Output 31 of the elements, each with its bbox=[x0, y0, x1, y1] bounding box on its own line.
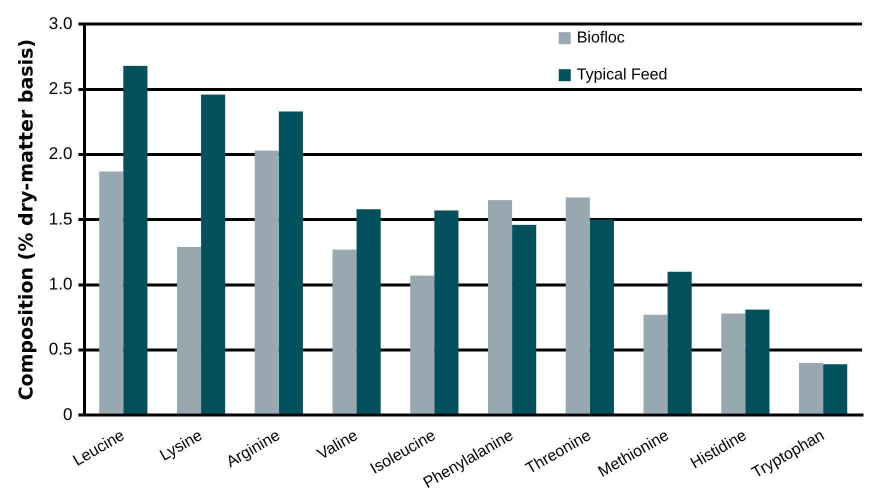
bar bbox=[512, 224, 536, 414]
y-tick-label: 0.5 bbox=[48, 340, 72, 359]
bar bbox=[745, 310, 770, 414]
y-axis-title: Composition (% dry-matter basis) bbox=[15, 38, 38, 400]
bar bbox=[356, 209, 381, 414]
bar bbox=[99, 171, 124, 414]
bar bbox=[488, 200, 512, 414]
y-tick-label: 1.5 bbox=[48, 209, 72, 228]
bar bbox=[590, 220, 614, 414]
bar bbox=[799, 362, 824, 414]
y-tick-label: 1.0 bbox=[48, 274, 72, 294]
bar bbox=[123, 66, 148, 414]
bar bbox=[201, 94, 226, 414]
y-tick-label: 3.0 bbox=[48, 14, 72, 33]
bar bbox=[434, 210, 458, 414]
bar bbox=[721, 313, 746, 414]
bar bbox=[566, 198, 590, 414]
bar bbox=[254, 150, 279, 414]
bar bbox=[278, 112, 303, 414]
y-tick-label: 2.5 bbox=[48, 79, 72, 98]
y-tick-label: 0 bbox=[62, 404, 72, 424]
bar bbox=[823, 364, 848, 414]
bar bbox=[644, 314, 668, 414]
bar bbox=[176, 247, 202, 414]
bar bbox=[668, 272, 692, 414]
bar bbox=[332, 250, 357, 414]
y-tick-label: 2.0 bbox=[48, 144, 72, 164]
legend-label: Typical Feed bbox=[576, 66, 668, 84]
x-tick-label: Valine bbox=[314, 426, 361, 464]
bar bbox=[410, 276, 434, 414]
legend-label: Biofloc bbox=[576, 30, 625, 47]
